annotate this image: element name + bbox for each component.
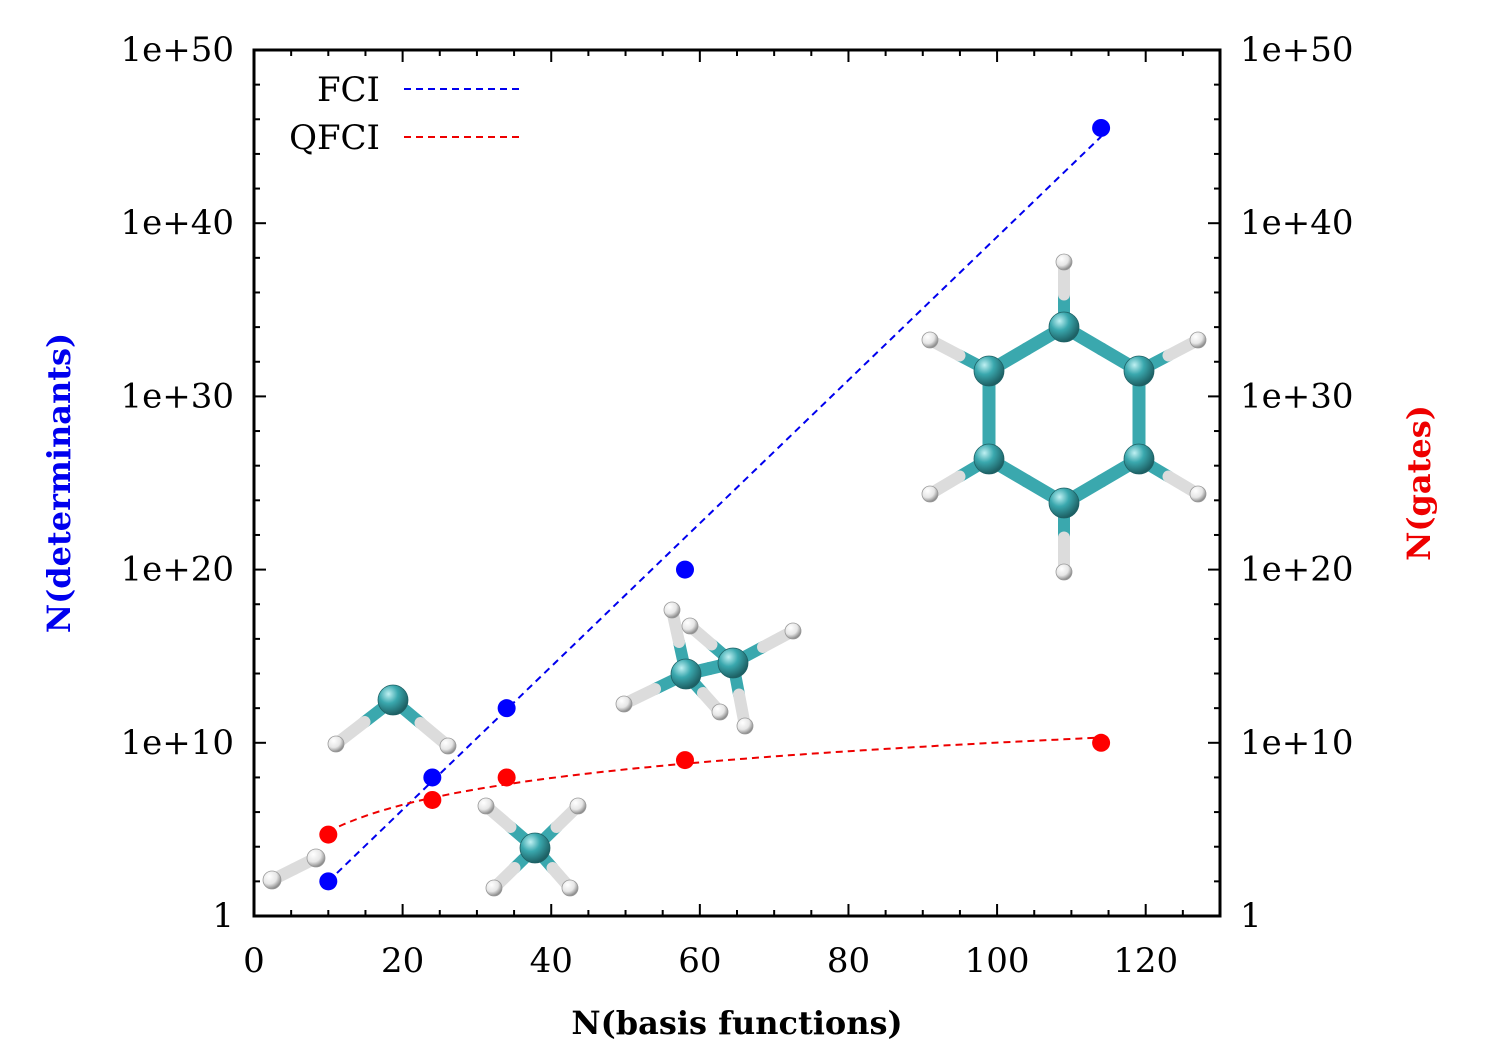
point-qfci bbox=[675, 751, 694, 770]
y-tick-label-right: 1 bbox=[1240, 896, 1262, 936]
x-tick-label: 60 bbox=[678, 941, 721, 981]
legend-label-qfci: QFCI bbox=[289, 118, 380, 158]
molecule-illustrations bbox=[262, 253, 1207, 897]
y-tick-label-right: 1e+50 bbox=[1240, 30, 1354, 70]
left-y-axis-title: N(determinants) bbox=[40, 333, 78, 633]
y-tick-label-left: 1e+40 bbox=[120, 203, 234, 243]
point-fci bbox=[1092, 118, 1111, 137]
axis-ticks bbox=[253, 49, 1221, 917]
y-tick-labels-right: 1 1e+10 1e+20 1e+30 1e+40 1e+50 bbox=[1240, 30, 1354, 936]
y-tick-label-left: 1 bbox=[212, 896, 234, 936]
point-fci bbox=[675, 560, 694, 579]
point-fci bbox=[497, 699, 516, 718]
plot-frame bbox=[252, 48, 1222, 918]
x-tick-label: 120 bbox=[1113, 941, 1178, 981]
point-fci bbox=[319, 872, 338, 891]
right-y-axis-title: N(gates) bbox=[1400, 405, 1438, 561]
point-qfci bbox=[319, 825, 338, 844]
x-tick-labels: 0 20 40 60 80 100 120 bbox=[243, 941, 1178, 981]
x-tick-label: 100 bbox=[965, 941, 1030, 981]
y-tick-label-left: 1e+50 bbox=[120, 30, 234, 70]
fci-fit-line bbox=[327, 135, 1102, 883]
x-tick-label: 20 bbox=[381, 941, 424, 981]
y-tick-label-left: 1e+20 bbox=[120, 550, 234, 590]
y-tick-label-right: 1e+30 bbox=[1240, 376, 1354, 416]
data-points bbox=[319, 118, 1111, 891]
y-tick-label-left: 1e+10 bbox=[120, 723, 234, 763]
legend: FCI QFCI bbox=[289, 70, 524, 158]
point-qfci bbox=[423, 790, 442, 809]
point-qfci bbox=[497, 768, 516, 787]
legend-label-fci: FCI bbox=[317, 70, 380, 110]
y-tick-label-right: 1e+20 bbox=[1240, 550, 1354, 590]
y-tick-labels-left: 1 1e+10 1e+20 1e+30 1e+40 1e+50 bbox=[120, 30, 234, 936]
qfci-fit-line bbox=[327, 736, 1102, 833]
point-fci bbox=[423, 768, 442, 787]
x-tick-label: 80 bbox=[827, 941, 870, 981]
y-tick-label-left: 1e+30 bbox=[120, 376, 234, 416]
x-axis-title: N(basis functions) bbox=[571, 1004, 902, 1042]
x-tick-label: 40 bbox=[530, 941, 573, 981]
point-qfci bbox=[1092, 733, 1111, 752]
y-tick-label-right: 1e+10 bbox=[1240, 723, 1354, 763]
x-tick-label: 0 bbox=[243, 941, 265, 981]
y-tick-label-right: 1e+40 bbox=[1240, 203, 1354, 243]
